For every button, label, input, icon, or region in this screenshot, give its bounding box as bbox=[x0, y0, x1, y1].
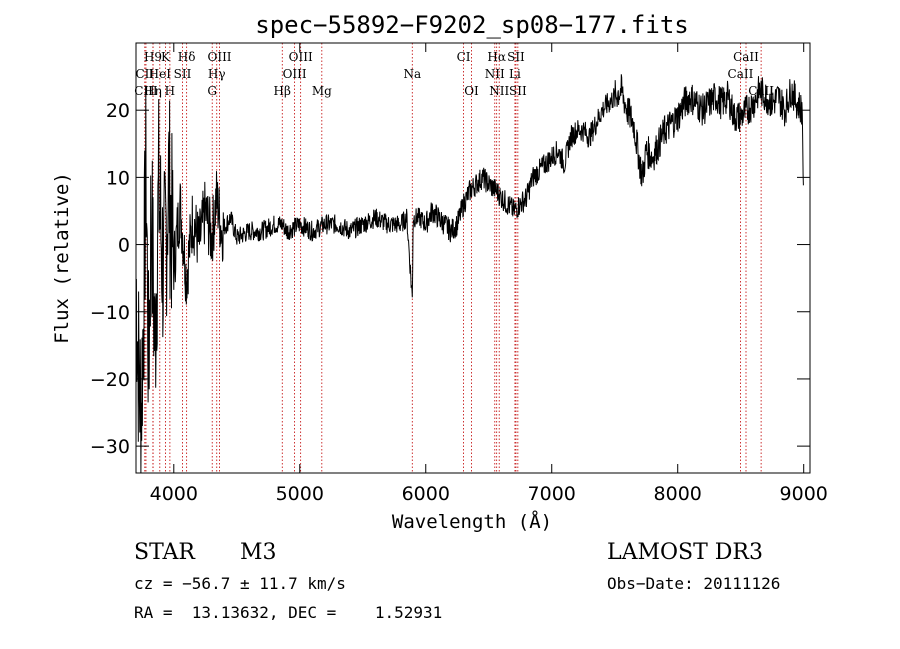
x-tick-label: 6000 bbox=[402, 483, 450, 505]
plot-frame bbox=[135, 42, 811, 474]
y-tick-label: −20 bbox=[90, 369, 130, 391]
x-tick-label: 9000 bbox=[780, 483, 828, 505]
coordinates: RA = 13.13632, DEC = 1.52931 bbox=[134, 603, 443, 622]
line-label-hα: Hα bbox=[487, 50, 506, 64]
line-label-oiii: OIII bbox=[207, 50, 231, 64]
y-tick-label: 0 bbox=[118, 235, 130, 257]
line-label-hδ: Hδ bbox=[178, 50, 196, 64]
line-label-oiii: OIII bbox=[289, 50, 313, 64]
line-label-li: Li bbox=[509, 67, 521, 81]
y-axis-ticks: −30 −20 −10 0 10 20 bbox=[90, 100, 810, 458]
line-label-k: K bbox=[161, 50, 171, 64]
line-label-h: H bbox=[165, 84, 175, 98]
y-tick-label: 20 bbox=[106, 100, 130, 122]
line-label-hβ: Hβ bbox=[274, 84, 291, 98]
observation-date: Obs−Date: 20111126 bbox=[607, 574, 781, 593]
line-label-oi: OI bbox=[464, 84, 479, 98]
spectrum-series-line bbox=[135, 74, 804, 474]
y-axis-label: Flux (relative) bbox=[51, 172, 73, 344]
y-tick-label: −10 bbox=[90, 302, 130, 324]
object-subclass: M3 bbox=[240, 540, 277, 565]
redshift-velocity: cz = −56.7 ± 11.7 km/s bbox=[134, 574, 346, 593]
x-axis-ticks: 4000 5000 6000 7000 8000 9000 bbox=[150, 43, 828, 505]
chart-title: spec−55892−F9202_sp08−177.fits bbox=[255, 11, 688, 39]
line-label-oiii: OIII bbox=[283, 67, 307, 81]
object-class: STAR bbox=[134, 540, 195, 565]
line-label-caii: CaII bbox=[733, 50, 759, 64]
line-label-h9: H9 bbox=[144, 50, 162, 64]
line-label-sii: SII bbox=[507, 50, 525, 64]
emission-line-labels: CIICIIIH9HeIHηKHSIIHδGOIIIHγHβOIIIOIIIMg… bbox=[134, 50, 774, 98]
x-tick-label: 4000 bbox=[150, 483, 198, 505]
line-label-mg: Mg bbox=[312, 84, 332, 98]
line-label-hγ: Hγ bbox=[208, 67, 226, 81]
line-label-cii: CII bbox=[135, 67, 154, 81]
x-tick-label: 8000 bbox=[654, 483, 702, 505]
survey-name: LAMOST DR3 bbox=[607, 540, 763, 565]
line-label-sii: SII bbox=[174, 67, 192, 81]
line-label-na: Na bbox=[403, 67, 421, 81]
x-axis-label: Wavelength (Å) bbox=[392, 510, 552, 533]
line-label-nii: NII bbox=[485, 67, 505, 81]
x-tick-label: 7000 bbox=[528, 483, 576, 505]
emission-line-markers bbox=[144, 43, 762, 473]
x-tick-label: 5000 bbox=[276, 483, 324, 505]
line-label-nii: NII bbox=[489, 84, 509, 98]
y-tick-label: 10 bbox=[106, 167, 130, 189]
line-label-g: G bbox=[207, 84, 217, 98]
line-label-ci: CI bbox=[457, 50, 471, 64]
line-label-caii: CaII bbox=[728, 67, 754, 81]
line-label-hη: Hη bbox=[144, 84, 162, 98]
y-tick-label: −30 bbox=[90, 436, 130, 458]
line-label-hei: HeI bbox=[149, 67, 172, 81]
line-label-sii: SII bbox=[509, 84, 527, 98]
